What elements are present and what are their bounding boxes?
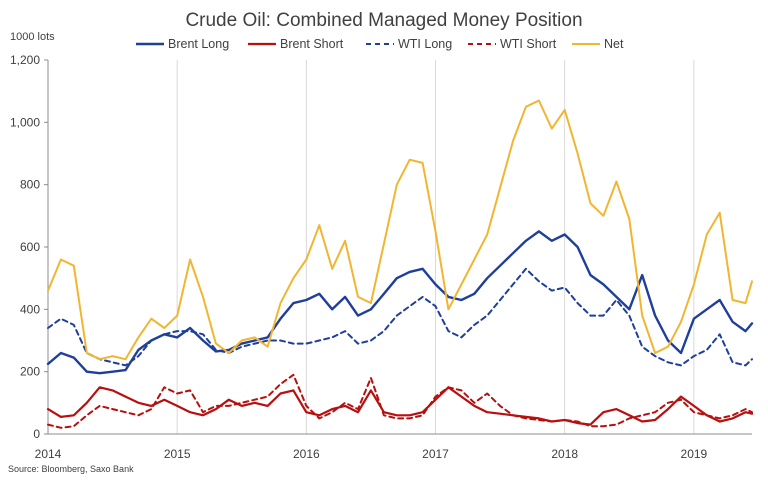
y-tick-800: 800 (20, 178, 40, 192)
y-tick-400: 400 (20, 302, 40, 316)
y-axis-unit-label: 1000 lots (10, 31, 55, 43)
legend-label-brent-short: Brent Short (280, 37, 344, 51)
legend-label-brent-long: Brent Long (168, 37, 229, 51)
series-wti-long (47, 267, 753, 367)
legend: Brent Long Brent Short WTI Long WTI Short Ne… (136, 37, 624, 51)
y-tick-1200: 1,200 (10, 53, 40, 67)
legend-label-wti-long: WTI Long (398, 37, 452, 51)
y-tick-600: 600 (20, 240, 40, 254)
y-tick-1000: 1,000 (10, 115, 40, 129)
series-net (47, 99, 753, 361)
y-tick-labels: 0 200 400 600 800 1,000 1,200 (10, 53, 40, 441)
series-brent-short (46, 386, 754, 426)
x-tick-2014: 2014 (35, 447, 62, 461)
x-tick-2015: 2015 (164, 447, 191, 461)
series-brent-long (46, 230, 754, 375)
x-tick-2019: 2019 (681, 447, 708, 461)
grid (176, 60, 695, 434)
y-tick-200: 200 (20, 365, 40, 379)
series-wti-short (47, 373, 753, 429)
x-tick-2018: 2018 (551, 447, 578, 461)
legend-label-net: Net (604, 37, 624, 51)
legend-label-wti-short: WTI Short (500, 37, 557, 51)
y-tick-0: 0 (33, 427, 40, 441)
x-tick-2016: 2016 (293, 447, 320, 461)
x-tick-labels: 2014 2015 2016 2017 2018 2019 (35, 447, 708, 461)
axes (44, 59, 752, 435)
series-lines (46, 99, 754, 429)
x-tick-2017: 2017 (422, 447, 449, 461)
source-note: Source: Bloomberg, Saxo Bank (8, 464, 134, 474)
chart-title: Crude Oil: Combined Managed Money Positi… (185, 10, 582, 31)
